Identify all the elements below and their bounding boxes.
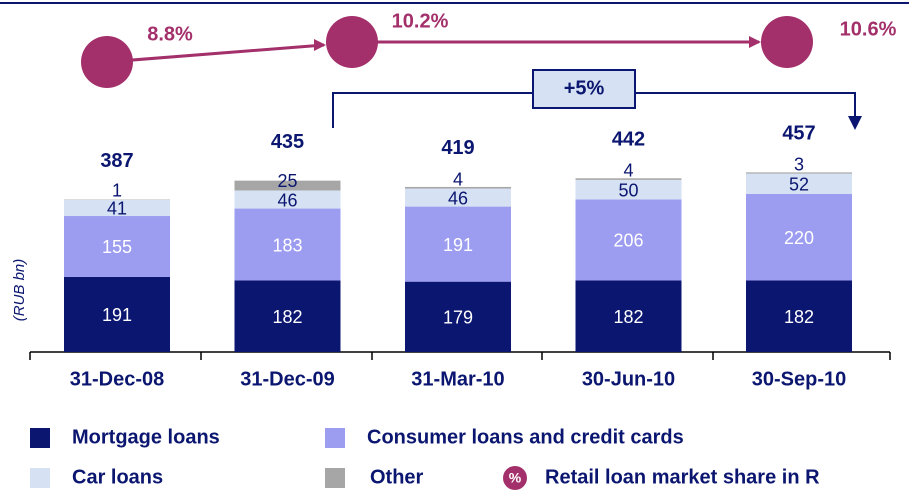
legend-swatch <box>30 428 50 448</box>
share-line <box>106 40 759 64</box>
total-label: 442 <box>612 129 645 151</box>
x-tick-label: 31-Dec-08 <box>70 368 165 390</box>
legend-share-icon-text: % <box>509 470 522 486</box>
data-label: 50 <box>618 180 638 200</box>
growth-arrowhead <box>848 116 862 130</box>
data-label: 179 <box>443 308 473 328</box>
total-label: 419 <box>441 137 474 159</box>
data-label: 41 <box>107 199 127 219</box>
bar-segment <box>575 199 682 281</box>
bar-segment <box>405 281 511 352</box>
share-label: 8.8% <box>147 23 193 45</box>
legend-label: Mortgage loans <box>72 426 220 448</box>
bar-segment <box>746 280 852 352</box>
legend-label: Other <box>370 466 424 488</box>
x-tick-label: 31-Mar-10 <box>411 368 504 390</box>
bar-segment <box>405 188 511 207</box>
share-marker <box>81 36 133 88</box>
data-label: 3 <box>794 154 804 174</box>
bar-segment <box>64 199 170 217</box>
data-label: 52 <box>789 175 809 195</box>
bar-segment <box>746 172 852 174</box>
bar-segment <box>234 180 341 191</box>
share-marker <box>326 16 378 68</box>
data-label: 206 <box>613 231 643 251</box>
data-label: 182 <box>272 307 302 327</box>
legend-share-icon <box>503 466 527 490</box>
total-label: 387 <box>100 150 133 172</box>
data-label: 220 <box>784 228 814 248</box>
bar-segment <box>575 178 682 180</box>
data-label: 183 <box>272 235 302 255</box>
bar-segment <box>234 208 341 281</box>
bar-segment <box>405 206 511 282</box>
bar-segment <box>575 179 682 200</box>
bar-segment <box>64 216 170 277</box>
share-marker <box>761 16 813 68</box>
growth-box <box>532 69 636 109</box>
bar-segment <box>746 173 852 195</box>
bar-segment <box>64 276 170 352</box>
growth-label: +5% <box>564 77 605 99</box>
x-tick-label: 30-Jun-10 <box>582 368 675 390</box>
data-label: 1 <box>112 181 122 201</box>
share-arrowhead <box>314 39 326 51</box>
bar-segment <box>405 186 511 189</box>
share-label: 10.6% <box>840 18 897 40</box>
data-label: 46 <box>448 188 468 208</box>
data-label: 182 <box>613 307 643 327</box>
legend-swatch <box>30 468 50 488</box>
legend-label: Consumer loans and credit cards <box>367 426 684 448</box>
total-label: 457 <box>782 123 815 145</box>
data-label: 4 <box>623 161 633 181</box>
data-label: 191 <box>443 235 473 255</box>
legend-label: Retail loan market share in R <box>545 466 820 488</box>
data-label: 25 <box>277 171 297 191</box>
data-label: 4 <box>453 169 463 189</box>
data-label: 46 <box>277 190 297 210</box>
share-arrowhead <box>749 36 761 48</box>
bar-segment <box>234 280 341 352</box>
x-tick-label: 31-Dec-09 <box>240 368 335 390</box>
legend-label: Car loans <box>72 466 163 488</box>
legend-swatch <box>325 468 345 488</box>
data-label: 155 <box>102 237 132 257</box>
bar-segment <box>575 280 682 352</box>
bar-segment <box>746 194 852 281</box>
total-label: 435 <box>271 131 304 153</box>
data-label: 182 <box>784 307 814 327</box>
x-tick-label: 30-Sep-10 <box>752 368 847 390</box>
legend-swatch <box>325 428 345 448</box>
y-axis-label: (RUB bn) <box>11 259 28 322</box>
data-label: 191 <box>102 305 132 325</box>
share-label: 10.2% <box>392 10 449 32</box>
bar-segment <box>234 190 341 209</box>
